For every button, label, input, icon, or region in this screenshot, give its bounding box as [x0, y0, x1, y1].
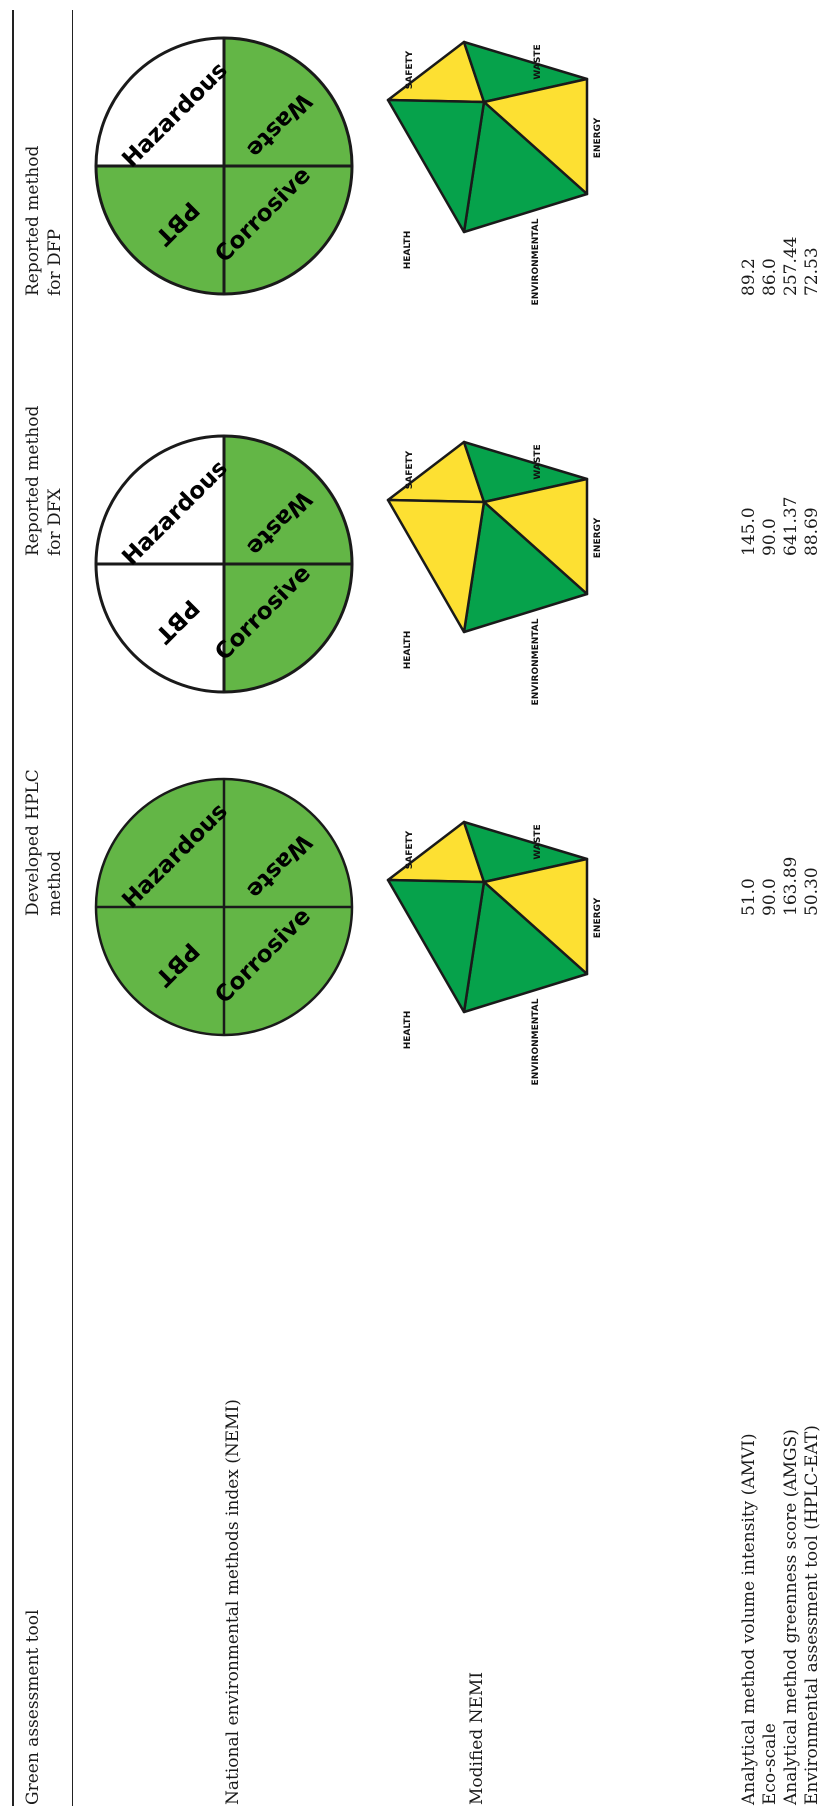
header-bottom-rule: [72, 10, 73, 1806]
nemi-dfp: Hazardous Waste PBT Corrosive: [94, 36, 354, 296]
metric-value: 50.30: [802, 867, 822, 916]
nemi-quadrant-hazardous: [96, 38, 224, 166]
pentagon-label-health: HEALTH: [403, 631, 413, 670]
pentagon-label-energy: ENERGY: [593, 897, 603, 938]
nemi-quadrant-hazardous: [96, 436, 224, 564]
nemi-quadrant-pbt: [96, 166, 224, 294]
pentagon-sector-health: [386, 98, 486, 234]
row-label-nemi: National environmental methods index (NE…: [223, 1399, 243, 1805]
nemi-quadrant-corrosive: [224, 564, 352, 692]
pentagon-label-energy: ENERGY: [593, 517, 603, 558]
metric-value: 90.0: [760, 518, 780, 556]
pentagon-label-health: HEALTH: [403, 1011, 413, 1050]
metric-label-eco: Eco-scale: [760, 1723, 780, 1805]
pentagon-sector-health: [386, 498, 486, 634]
pentagon-label-environmental: ENVIRONMENTAL: [531, 998, 541, 1085]
nemi-dfx: Hazardous Waste PBT Corrosive: [94, 434, 354, 694]
header-dfx-line2: for DFX: [45, 488, 65, 556]
header-tool: Green assessment tool: [23, 1609, 43, 1805]
metric-value: 145.0: [739, 507, 759, 556]
metric-value: 89.2: [739, 258, 759, 296]
table-top-rule: [12, 10, 14, 1806]
header-dfp-line2: for DFP: [45, 229, 65, 296]
pentagon-label-waste: WASTE: [533, 44, 543, 79]
metric-label-amvi: Analytical method volume intensity (AMVI…: [739, 1433, 759, 1805]
metric-value: 88.69: [802, 507, 822, 556]
pentagon-label-energy: ENERGY: [593, 117, 603, 158]
metric-value: 72.53: [802, 247, 822, 296]
nemi-quadrant-corrosive: [224, 907, 352, 1035]
metric-value: 90.0: [760, 878, 780, 916]
pentagon-dfp: SAFETY WASTE ENERGY ENVIRONMENTAL HEALTH: [386, 40, 603, 305]
metric-label-amgs: Analytical method greenness score (AMGS): [781, 1429, 801, 1805]
metric-value: 257.44: [781, 236, 801, 296]
nemi-quadrant-waste: [224, 38, 352, 166]
nemi-quadrant-hazardous: [96, 779, 224, 907]
nemi-quadrant-pbt: [96, 564, 224, 692]
row-label-modified-nemi: Modified NEMI: [467, 1671, 487, 1805]
pentagon-label-environmental: ENVIRONMENTAL: [531, 618, 541, 705]
nemi-quadrant-corrosive: [224, 166, 352, 294]
metric-value: 51.0: [739, 878, 759, 916]
metric-value: 641.37: [781, 496, 801, 556]
metric-value: 86.0: [760, 258, 780, 296]
pentagon-sector-health: [386, 878, 486, 1014]
header-developed-line1: Developed HPLC: [23, 769, 43, 916]
nemi-quadrant-waste: [224, 779, 352, 907]
header-dfp-line1: Reported method: [23, 145, 43, 296]
pentagon-dfx: SAFETY WASTE ENERGY ENVIRONMENTAL HEALTH: [386, 440, 603, 705]
nemi-quadrant-pbt: [96, 907, 224, 1035]
header-dfx-line1: Reported method: [23, 405, 43, 556]
nemi-developed: Hazardous Waste PBT Corrosive: [94, 777, 354, 1037]
metric-label-eat: Environmental assessment tool (HPLC-EAT): [802, 1425, 822, 1805]
pentagon-label-waste: WASTE: [533, 444, 543, 479]
pentagon-label-safety: SAFETY: [405, 830, 415, 869]
pentagon-label-health: HEALTH: [403, 231, 413, 270]
pentagon-label-safety: SAFETY: [405, 50, 415, 89]
pentagon-label-environmental: ENVIRONMENTAL: [531, 218, 541, 305]
pentagon-label-waste: WASTE: [533, 824, 543, 859]
pentagon-developed: SAFETY WASTE ENERGY ENVIRONMENTAL HEALTH: [386, 820, 603, 1085]
nemi-quadrant-waste: [224, 436, 352, 564]
metric-value: 163.89: [781, 856, 801, 916]
header-developed-line2: method: [45, 850, 65, 916]
pentagon-label-safety: SAFETY: [405, 450, 415, 489]
